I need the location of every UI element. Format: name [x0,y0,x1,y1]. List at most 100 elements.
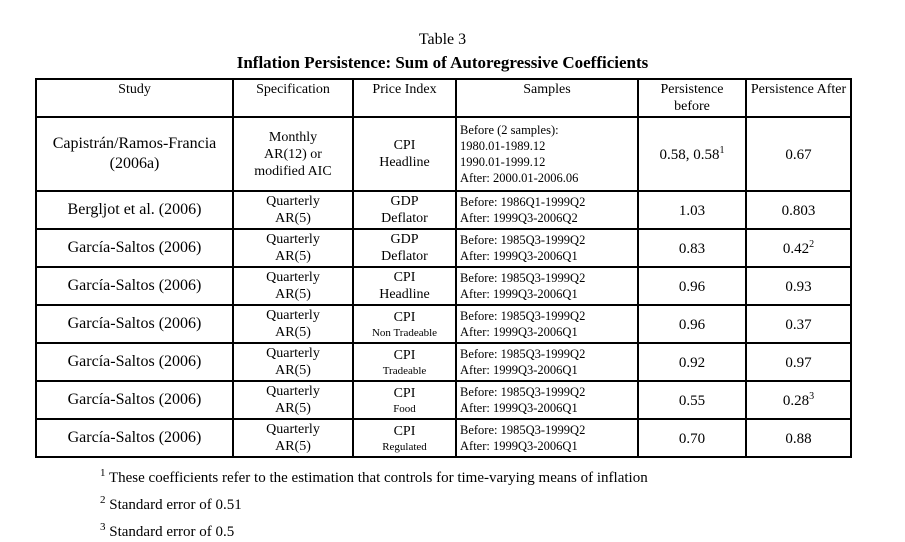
persistence-after-value: 0.88 [785,430,812,447]
persistence-before-cell: 0.96 [637,266,747,306]
specification-cell: Quarterly AR(5) [232,342,354,382]
table-row: Bergljot et al. (2006) Quarterly AR(5) G… [35,190,852,230]
col-header-persistence-after: Persistence After [745,78,852,118]
table-row: García-Saltos (2006) Quarterly AR(5) CPI… [35,380,852,420]
persistence-after-value: 0.803 [781,202,816,219]
col-header-samples: Samples [455,78,639,118]
specification-cell: Quarterly AR(5) [232,228,354,268]
footnote-number: 3 [100,521,106,533]
persistence-after-value: 0.93 [785,278,812,295]
price-index-cell: CPI Headline [352,266,457,306]
persistence-after-cell: 0.67 [745,116,852,192]
price-index-cell: GDP Deflator [352,190,457,230]
price-index-sub: Food [393,402,416,415]
table-row: Capistrán/Ramos-Francia (2006a) Monthly … [35,116,852,192]
persistence-before-cell: 0.55 [637,380,747,420]
table-row: García-Saltos (2006) Quarterly AR(5) CPI… [35,266,852,306]
price-index-cell: CPI Tradeable [352,342,457,382]
footnote-text: Standard error of 0.51 [109,497,242,513]
price-index-sub: Deflator [381,211,428,226]
study-cell: García-Saltos (2006) [35,380,234,420]
price-index-main: GDP [390,232,419,247]
table-row: García-Saltos (2006) Quarterly AR(5) CPI… [35,342,852,382]
price-index-main: CPI [393,423,416,439]
table-title: Inflation Persistence: Sum of Autoregres… [236,53,649,72]
col-header-price-index: Price Index [352,78,457,118]
table-body: Capistrán/Ramos-Francia (2006a) Monthly … [35,116,852,458]
persistence-after-cell: 0.88 [745,418,852,458]
price-index-sub: Deflator [381,249,428,264]
footnote-marker: 2 [809,238,815,250]
persistence-after-value: 0.97 [785,354,812,371]
persistence-after-value: 0.42 [782,240,810,257]
persistence-before-cell: 0.92 [637,342,747,382]
col-header-persistence-before: Persistence before [637,78,747,118]
footnote-marker: 3 [809,390,815,402]
table-row: García-Saltos (2006) Quarterly AR(5) CPI… [35,418,852,458]
price-index-sub: Tradeable [382,364,427,377]
samples-cell: Before: 1986Q1-1999Q2 After: 1999Q3-2006… [455,190,639,230]
persistence-before-value: 1.03 [678,202,706,219]
persistence-before-cell: 0.83 [637,228,747,268]
price-index-main: CPI [393,270,416,285]
samples-cell: Before: 1985Q3-1999Q2 After: 1999Q3-2006… [455,266,639,306]
price-index-main: CPI [393,385,416,401]
samples-cell: Before: 1985Q3-1999Q2 After: 1999Q3-2006… [455,380,639,420]
price-index-sub: Regulated [382,440,427,453]
samples-cell: Before: 1985Q3-1999Q2 After: 1999Q3-2006… [455,418,639,458]
persistence-after-cell: 0.97 [745,342,852,382]
price-index-cell: CPI Non Tradeable [352,304,457,344]
price-index-cell: CPI Regulated [352,418,457,458]
footnote-number: 2 [100,494,106,506]
persistence-after-value: 0.37 [785,316,812,333]
footnote-marker: 1 [719,144,725,156]
price-index-sub: Headline [379,287,430,302]
table-row: García-Saltos (2006) Quarterly AR(5) CPI… [35,304,852,344]
persistence-before-value: 0.96 [678,316,706,333]
footnote-number: 1 [100,467,106,479]
samples-cell: Before: 1985Q3-1999Q2 After: 1999Q3-2006… [455,228,639,268]
footnote-2: 2 Standard error of 0.51 [100,489,905,516]
persistence-before-cell: 0.96 [637,304,747,344]
footnotes: 1 These coefficients refer to the estima… [100,462,905,542]
persistence-after-cell: 0.37 [745,304,852,344]
price-index-cell: GDP Deflator [352,228,457,268]
samples-cell: Before (2 samples): 1980.01-1989.12 1990… [455,116,639,192]
persistence-before-value: 0.58, 0.58 [659,146,720,163]
footnote-3: 3 Standard error of 0.5 [100,516,905,542]
specification-cell: Quarterly AR(5) [232,304,354,344]
footnote-text: Standard error of 0.5 [109,524,235,540]
persistence-before-cell: 0.58, 0.581 [637,116,747,192]
table-number: Table 3 [418,31,467,48]
persistence-before-cell: 0.70 [637,418,747,458]
study-cell: García-Saltos (2006) [35,342,234,382]
study-cell: Bergljot et al. (2006) [35,190,234,230]
persistence-before-value: 0.55 [678,392,706,409]
price-index-sub: Headline [379,155,430,170]
persistence-after-cell: 0.283 [745,380,852,420]
study-cell: García-Saltos (2006) [35,228,234,268]
specification-cell: Quarterly AR(5) [232,418,354,458]
table-row: García-Saltos (2006) Quarterly AR(5) GDP… [35,228,852,268]
persistence-before-value: 0.96 [678,278,706,295]
footnote-text: These coefficients refer to the estimati… [108,470,648,486]
header-row: Study Specification Price Index Samples … [35,78,852,118]
price-index-main: CPI [393,309,416,325]
col-header-specification: Specification [232,78,354,118]
specification-cell: Quarterly AR(5) [232,266,354,306]
footnote-1: 1 These coefficients refer to the estima… [100,462,905,489]
specification-cell: Monthly AR(12) or modified AIC [232,116,354,192]
samples-cell: Before: 1985Q3-1999Q2 After: 1999Q3-2006… [455,342,639,382]
persistence-after-cell: 0.93 [745,266,852,306]
persistence-before-value: 0.83 [678,240,706,257]
study-cell: Capistrán/Ramos-Francia (2006a) [35,116,234,192]
persistence-before-cell: 1.03 [637,190,747,230]
price-index-cell: CPI Food [352,380,457,420]
study-cell: García-Saltos (2006) [35,266,234,306]
persistence-after-value: 0.28 [782,392,810,409]
price-index-main: CPI [393,138,416,153]
price-index-main: CPI [393,347,416,363]
samples-cell: Before: 1985Q3-1999Q2 After: 1999Q3-2006… [455,304,639,344]
persistence-before-value: 0.92 [678,354,706,371]
